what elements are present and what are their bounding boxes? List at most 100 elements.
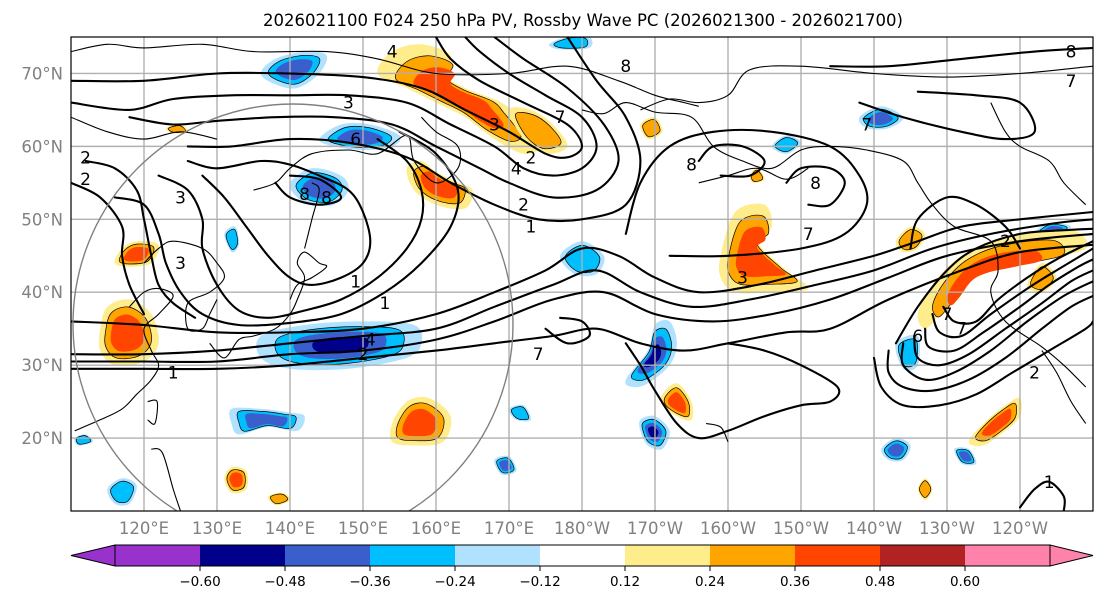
colorbar-bin [710,545,796,566]
colorbar-bin [540,545,626,566]
chart-title: 2026021100 F024 250 hPa PV, Rossby Wave … [263,11,903,30]
contour-label: 8 [810,174,821,194]
x-tick-label: 160°E [411,519,461,538]
contour-label: 2 [1029,363,1040,383]
negative-anomaly-fill [312,336,369,354]
pv-contour [186,159,372,286]
contour-label: 3 [343,94,354,114]
contour-label: 7 [956,320,967,340]
pv-contour [71,210,1093,335]
contour-label: 6 [912,327,923,347]
y-tick-label: 50°N [21,210,63,229]
contour-label: 3 [489,116,500,136]
pv-contour [544,316,591,345]
colorbar-extend-min [70,544,116,567]
x-tick-label: 170°E [484,519,534,538]
colorbar-bin [795,545,881,566]
pv-contour [71,232,1093,364]
y-tick-label: 30°N [21,356,63,375]
coastline [143,240,226,332]
y-tick-labels: 20°N 30°N 40°N 50°N 60°N 70°N [21,64,63,448]
x-tick-label: 140°E [265,519,315,538]
positive-anomaly-fill [515,111,562,150]
pv-contour [697,143,766,178]
y-tick-label: 60°N [21,137,63,156]
contour-label: 8 [620,57,631,77]
negative-anomaly-fill [887,443,905,457]
colorbar-tick-label: −0.12 [519,574,560,590]
positive-anomaly-fill [402,408,437,437]
coastline [71,116,218,140]
contour-label: 1 [350,272,361,292]
pv-contour [71,218,1093,356]
pv-contour [924,258,1093,353]
positive-anomaly-fill [735,226,786,278]
negative-anomaly-fill [774,137,799,153]
negative-anomaly-fill [225,228,238,250]
contour-label: 1 [168,363,179,383]
contour-label: 7 [803,225,814,245]
colorbar-tick-label: −0.36 [349,574,390,590]
colorbar-outline [114,544,1051,567]
pv-contour [909,195,1022,250]
contour-label: 1 [525,218,536,238]
contour-label: 2 [80,170,91,190]
contour-label: 2 [1000,232,1011,252]
coastline [304,182,320,249]
contour-label: 7 [1066,72,1077,92]
contour-label: 1 [379,294,390,314]
pv-contour [157,138,425,319]
x-tick-label: 170°W [627,519,683,538]
contour-label: 3 [175,188,186,208]
contour-label: 8 [686,156,697,176]
colorbar-tick-label: −0.60 [179,574,220,590]
positive-anomaly-fill [167,125,186,133]
gridlines [71,37,1093,511]
contour-label: 8 [1066,43,1077,63]
map-frame [70,36,1094,512]
colorbar-bin [965,545,1051,566]
colorbar-bin [880,545,966,566]
pv-contour [942,240,1093,325]
x-tick-label: 180°W [554,519,610,538]
colorbar-bin [625,545,711,566]
pv-contour [858,90,1037,141]
positive-anomaly-fill [981,408,1012,436]
pv-contour [872,320,1093,409]
coastline [705,422,729,442]
pv-contour [894,227,1093,345]
positive-anomaly-fill [947,249,1043,306]
positive-anomaly-fill [229,472,243,488]
pv-contour [84,159,197,319]
contour-label: 7 [533,345,544,365]
x-tick-label: 160°W [700,519,756,538]
pv-contour [624,128,869,258]
coastline [147,399,159,425]
pv-contour [886,294,1093,393]
x-tick-label: 130°W [919,519,975,538]
contour-label: 8 [321,188,332,208]
x-tick-label: 130°E [192,519,242,538]
negative-anomaly-fill [643,344,662,368]
pv-contour [931,247,1093,339]
pv-contour [128,37,620,199]
contour-label: 7 [861,116,872,136]
negative-anomaly-fill [110,480,134,504]
positive-anomaly-fill [270,493,289,505]
y-tick-label: 40°N [21,283,63,302]
colorbar-bin [115,545,201,566]
colorbar-bin [370,545,456,566]
contour-label: 2 [525,148,536,168]
pv-contour [71,181,146,316]
pv-contour [829,46,1093,68]
pv-contour [624,342,841,440]
colorbar-tick-label: −0.24 [434,574,475,590]
contour-label: 8 [299,185,310,205]
colorbar-extend-max [1049,544,1094,567]
x-tick-label: 120°W [992,519,1048,538]
y-tick-label: 20°N [21,429,63,448]
coastline [990,102,1087,206]
contour-label: 7 [942,305,953,325]
pv-contour [71,37,584,159]
